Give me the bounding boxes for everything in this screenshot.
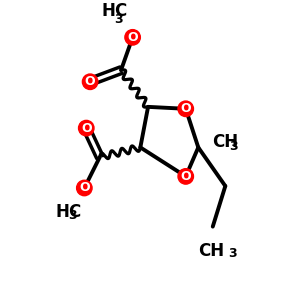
Text: O: O (85, 75, 95, 88)
Text: O: O (81, 122, 92, 135)
Text: C: C (115, 2, 127, 20)
Text: C: C (68, 203, 80, 221)
Circle shape (82, 74, 98, 89)
Text: O: O (127, 31, 138, 44)
Circle shape (79, 120, 94, 136)
Text: 3: 3 (114, 13, 123, 26)
Text: 3: 3 (228, 247, 237, 260)
Circle shape (178, 169, 194, 184)
Text: CH: CH (198, 242, 224, 260)
Text: O: O (180, 170, 191, 183)
Circle shape (178, 101, 194, 116)
Text: H: H (55, 203, 69, 221)
Circle shape (125, 30, 140, 45)
Text: H: H (101, 2, 115, 20)
Circle shape (76, 180, 92, 196)
Text: CH: CH (212, 133, 238, 151)
Text: O: O (79, 182, 90, 194)
Text: 3: 3 (68, 209, 76, 222)
Text: 3: 3 (229, 140, 238, 153)
Text: O: O (180, 102, 191, 115)
